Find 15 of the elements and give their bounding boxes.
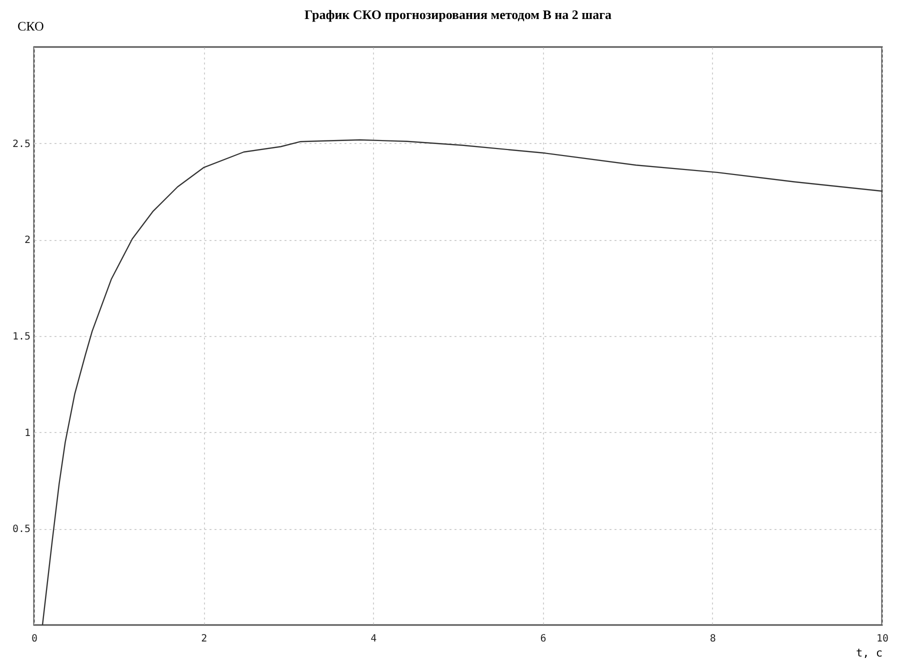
- x-tick-label: 0: [31, 634, 38, 644]
- x-tick-label: 10: [876, 634, 889, 644]
- x-tick-label: 4: [370, 634, 377, 644]
- y-tick-label: 2.5: [12, 138, 30, 150]
- y-tick-label: 1: [24, 428, 30, 439]
- y-tick-label: 1.5: [12, 332, 30, 342]
- y-axis-title: СКО: [18, 18, 44, 34]
- x-axis-title: t, c: [856, 646, 882, 660]
- y-tick-label: 2: [24, 235, 30, 246]
- x-tick-label: 6: [540, 634, 546, 644]
- x-tick-label: 2: [201, 634, 208, 644]
- chart-title: График СКО прогнозирования методом В на 2 шага: [304, 7, 612, 22]
- x-tick-label: 8: [710, 634, 716, 644]
- line-series: [42, 139, 883, 626]
- y-tick-label: 0.5: [12, 524, 30, 536]
